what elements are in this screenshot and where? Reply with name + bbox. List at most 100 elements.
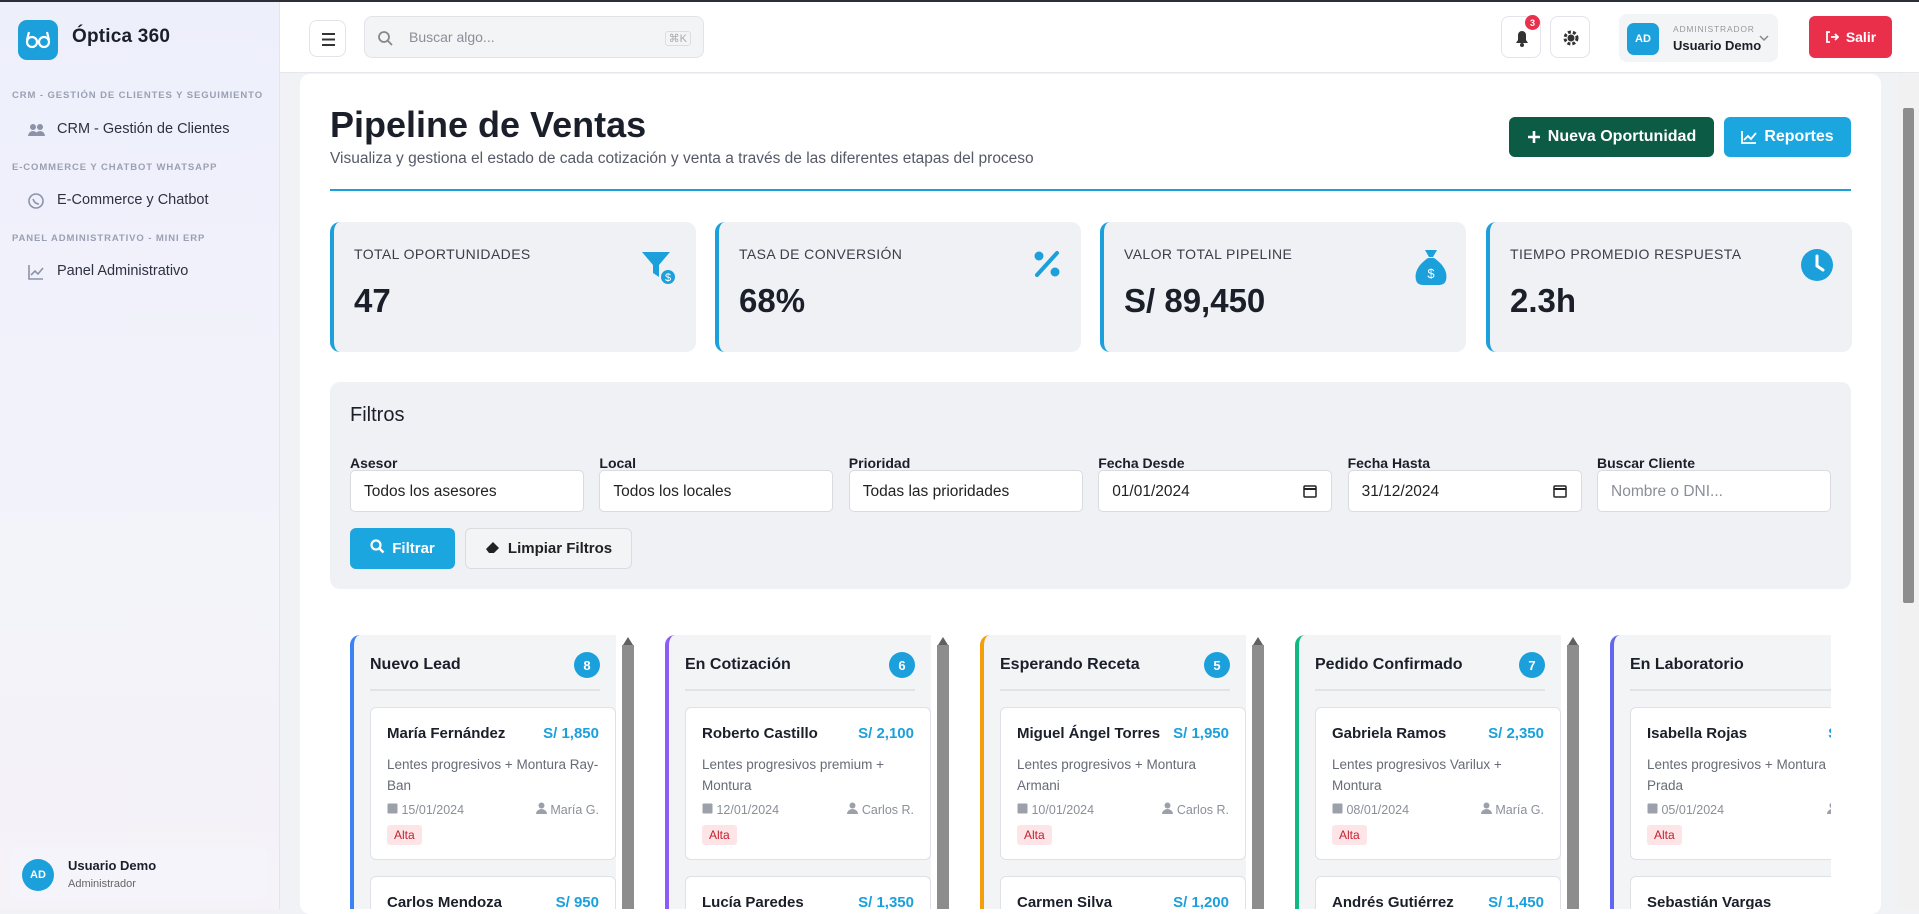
new-opportunity-button[interactable]: Nueva Oportunidad [1509, 117, 1714, 157]
brand: Óptica 360 [72, 26, 171, 47]
filter-input[interactable]: 31/12/2024 [1347, 470, 1582, 512]
column-title: En Laboratorio [1630, 656, 1744, 673]
column-count: 6 [889, 652, 915, 678]
filter-label: Fecha Desde [1098, 455, 1185, 471]
scroll-arrow [937, 633, 949, 651]
card-row: Isabella Rojas S/ 2, [1647, 725, 1831, 742]
column-header: Pedido Confirmado 7 [1315, 652, 1545, 691]
opportunity-card[interactable]: Gabriela Ramos S/ 2,350 Lentes progresivos… [1315, 707, 1561, 860]
card-meta: 12/01/2024 Carlos R. [702, 802, 914, 817]
card-date: 08/01/2024 [1332, 802, 1409, 817]
filter-value: 31/12/2024 [1361, 483, 1440, 500]
filter-label: Asesor [350, 455, 398, 471]
calendar-icon [1552, 484, 1567, 503]
scroll-thumb [1903, 108, 1914, 603]
stat-card: TASA DE CONVERSIÓN 68% [715, 222, 1081, 352]
card-amount: S/ 1,200 [1173, 894, 1229, 909]
opportunity-card[interactable]: Isabella Rojas S/ 2, Lentes progresivos + … [1630, 707, 1831, 860]
card-date: 12/01/2024 [702, 802, 779, 817]
clear-filters-button[interactable]: Limpiar Filtros [465, 528, 632, 569]
filter-value: Todos los locales [613, 483, 732, 500]
nav-icon [27, 263, 45, 286]
priority-badge: Alta [1017, 825, 1052, 845]
column-scrollbar [937, 645, 949, 909]
column-title: En Cotización [685, 656, 791, 673]
stat-icon: $ [642, 252, 677, 286]
filter-value: 01/01/2024 [1112, 483, 1190, 500]
filter-input[interactable]: Nombre o DNI... [1597, 470, 1831, 512]
client-name: Andrés Gutiérrez [1332, 894, 1454, 909]
filter-input[interactable]: Todos los locales [599, 470, 834, 512]
opportunity-card[interactable]: Lucía Paredes S/ 1,350 [685, 876, 931, 909]
column-scrollbar [622, 645, 634, 909]
sidebar: Óptica 360 AD Usuario Demo Administrador… [0, 2, 280, 909]
stat-value: S/ 89,450 [1124, 282, 1266, 319]
nav-section-heading: PANEL ADMINISTRATIVO - MINI ERP [12, 233, 206, 244]
filter-label: Prioridad [848, 455, 911, 471]
filter-input[interactable]: 01/01/2024 [1098, 470, 1333, 512]
reports-button[interactable]: Reportes [1724, 117, 1851, 157]
user-menu[interactable]: AD ADMINISTRADOR Usuario Demo [1619, 14, 1778, 62]
nav-section-heading: CRM - GESTIÓN DE CLIENTES Y SEGUIMIENTO [12, 90, 263, 101]
settings-button[interactable] [1550, 16, 1590, 58]
opportunity-card[interactable]: Carlos Mendoza S/ 950 [370, 876, 616, 909]
page-title: Pipeline de Ventas [330, 104, 647, 145]
nav-item[interactable]: CRM - Gestión de Clientes [57, 121, 230, 137]
pipeline-column: Nuevo Lead 8 María Fernández S/ 1,850 Lentes… [350, 635, 616, 909]
card-amount: S/ 1,950 [1173, 725, 1229, 742]
date-text: 12/01/2024 [716, 803, 780, 817]
card-advisor: Carlos R. [1162, 802, 1229, 817]
opportunity-card[interactable]: Andrés Gutiérrez S/ 1,450 [1315, 876, 1561, 909]
opportunity-card[interactable]: Miguel Ángel Torres S/ 1,950 Lentes progre… [1000, 707, 1246, 860]
nav-icon [27, 192, 45, 215]
scroll-arrow [1252, 633, 1264, 651]
filter-input[interactable]: Todos los asesores [350, 470, 584, 512]
client-name: Carmen Silva [1017, 894, 1113, 909]
column-title: Nuevo Lead [370, 656, 461, 673]
stat-label: TOTAL OPORTUNIDADES [354, 246, 531, 262]
card-row: Andrés Gutiérrez S/ 1,450 [1332, 894, 1544, 909]
card-description: Lentes progresivos Varilux + Montura [1332, 757, 1502, 793]
card-advisor: María G. [535, 802, 599, 817]
button-label: Nueva Oportunidad [1547, 128, 1697, 145]
card-description: Lentes progresivos premium + Montura [702, 757, 884, 793]
menu-button[interactable] [309, 20, 346, 57]
client-name: Sebastián Vargas [1647, 894, 1772, 909]
stat-value: 2.3h [1510, 282, 1577, 319]
opportunity-card[interactable]: Sebastián VargasS/ 1 [1630, 876, 1831, 909]
column-header: En Cotización 6 [685, 652, 915, 691]
card-amount: S/ 1,450 [1488, 894, 1544, 909]
svg-text:$: $ [1427, 266, 1435, 281]
avatar: AD [22, 859, 54, 891]
button-label: Reportes [1764, 128, 1834, 145]
user-role: Administrador [68, 878, 136, 890]
column-count: 7 [1519, 652, 1545, 678]
nav-item[interactable]: E-Commerce y Chatbot [57, 192, 209, 208]
card-row: Sebastián VargasS/ 1 [1647, 894, 1831, 909]
logout-label: Salir [1845, 29, 1877, 45]
nav-item[interactable]: Panel Administrativo [57, 263, 189, 279]
opportunity-card[interactable]: Carmen Silva S/ 1,200 [1000, 876, 1246, 909]
notifications-button[interactable]: 3 [1501, 15, 1541, 58]
sidebar-user: AD Usuario Demo Administrador [10, 847, 267, 901]
stat-icon [1034, 251, 1060, 277]
filter-button[interactable]: Filtrar [350, 528, 455, 569]
filter-input[interactable]: Todas las prioridades [848, 470, 1083, 512]
logout-button[interactable]: Salir [1809, 16, 1892, 58]
scroll-arrow [622, 633, 634, 651]
card-advisor: Carlos R. [847, 802, 914, 817]
search-box[interactable]: Buscar algo... ⌘K [364, 16, 704, 58]
stat-icon: $ [1415, 250, 1447, 285]
filter-label: Local [599, 455, 636, 471]
scroll-arrow [1567, 633, 1579, 651]
shortcut: ⌘K [664, 31, 691, 46]
search-placeholder: Buscar algo... [409, 29, 495, 45]
priority-badge: Alta [387, 825, 422, 845]
user-name: Usuario Demo [68, 858, 157, 873]
stat-value: 68% [739, 282, 806, 319]
card-description: Lentes progresivos + Montura Ray-Ban [387, 757, 599, 793]
card-amount: S/ 2,350 [1488, 725, 1544, 742]
opportunity-card[interactable]: María Fernández S/ 1,850 Lentes progresivo… [370, 707, 616, 860]
opportunity-card[interactable]: Roberto Castillo S/ 2,100 Lentes progresiv… [685, 707, 931, 860]
pipeline-board: Nuevo Lead 8 María Fernández S/ 1,850 Lentes… [350, 633, 1831, 909]
